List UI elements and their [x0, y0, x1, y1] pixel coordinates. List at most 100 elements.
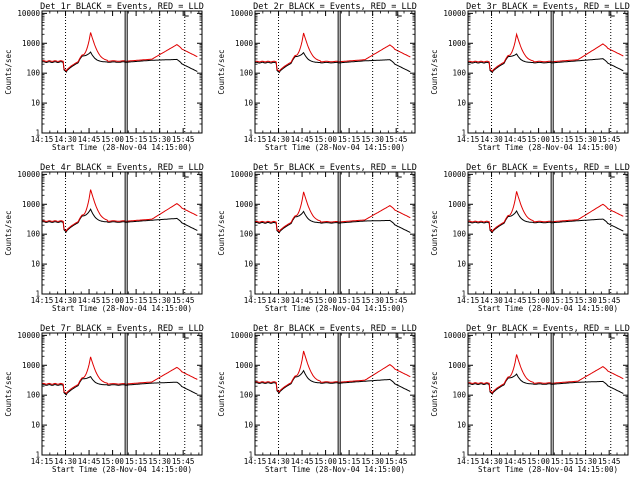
- legend-bracket: [397, 173, 402, 178]
- x-tick-label: 15:00: [101, 135, 124, 144]
- x-tick-label: 15:30: [361, 457, 384, 466]
- panel-plot-area: [468, 354, 624, 395]
- x-tick-label: 15:00: [101, 296, 124, 305]
- y-tick-label: 100: [239, 69, 253, 78]
- events-series-line: [42, 208, 198, 233]
- chart-panel-8: Det 8r BLACK = Events, RED = LLD 1 10 100 10…: [217, 324, 417, 474]
- x-tick-label: 14:45: [291, 457, 314, 466]
- x-tick-label: 14:45: [78, 457, 101, 466]
- panel-frame: [254, 332, 416, 456]
- y-tick-label: 1: [248, 129, 253, 138]
- x-tick-label: 15:30: [148, 457, 171, 466]
- panel-frame: [41, 171, 203, 295]
- panel-plot-area: [42, 189, 198, 233]
- x-tick-label: 14:30: [267, 296, 290, 305]
- lld-series-line: [42, 32, 198, 72]
- y-tick-label: 10000: [17, 331, 40, 340]
- x-tick-label: 15:00: [101, 457, 124, 466]
- x-tick-label: 14:45: [78, 296, 101, 305]
- panel-plot-area: [255, 191, 411, 234]
- y-tick-label: 10000: [17, 170, 40, 179]
- y-tick-label: 1000: [448, 361, 467, 370]
- events-series-line: [468, 210, 624, 234]
- y-tick-label: 10000: [17, 9, 40, 18]
- x-axis-label: Start Time (28-Nov-04 14:15:00): [52, 143, 192, 152]
- y-axis-label: Counts/sec: [217, 371, 226, 416]
- panel-plot-area: [42, 32, 198, 73]
- panel-title: Det 9r BLACK = Events, RED = LLD: [466, 324, 630, 334]
- y-tick-label: 100: [239, 391, 253, 400]
- x-axis-label: Start Time (28-Nov-04 14:15:00): [265, 465, 405, 474]
- legend-bracket: [184, 173, 189, 178]
- lld-series-line: [255, 32, 411, 73]
- y-tick-label: 100: [26, 230, 40, 239]
- panel-frame: [467, 10, 629, 134]
- events-series-line: [468, 53, 624, 74]
- x-tick-label: 15:30: [361, 135, 384, 144]
- events-series-line: [42, 51, 198, 73]
- x-tick-label: 14:15: [457, 457, 480, 466]
- y-tick-label: 1: [461, 129, 466, 138]
- y-tick-label: 1000: [235, 361, 254, 370]
- lld-series-line: [255, 350, 411, 393]
- x-tick-label: 15:15: [125, 296, 148, 305]
- y-axis-label: Counts/sec: [430, 210, 439, 255]
- x-tick-label: 15:00: [314, 135, 337, 144]
- x-tick-label: 15:30: [361, 296, 384, 305]
- x-tick-label: 15:15: [551, 296, 574, 305]
- y-tick-label: 100: [239, 230, 253, 239]
- y-axis-label: Counts/sec: [430, 49, 439, 94]
- y-tick-label: 10000: [443, 331, 466, 340]
- panel-frame: [254, 10, 416, 134]
- y-tick-label: 10: [31, 260, 41, 269]
- legend-bracket: [184, 12, 189, 17]
- panel-title: Det 5r BLACK = Events, RED = LLD: [253, 163, 417, 173]
- y-axis-label: Counts/sec: [217, 210, 226, 255]
- x-tick-label: 15:00: [314, 457, 337, 466]
- x-tick-label: 14:45: [504, 457, 527, 466]
- legend-bracket: [397, 334, 402, 339]
- panel-title: Det 2r BLACK = Events, RED = LLD: [253, 2, 417, 12]
- chart-panel-3: Det 3r BLACK = Events, RED = LLD 1 10 100 10…: [430, 2, 630, 152]
- x-tick-label: 15:00: [527, 296, 550, 305]
- y-tick-label: 100: [452, 69, 466, 78]
- panel-plot-area: [468, 191, 624, 234]
- legend-bracket: [610, 173, 615, 178]
- events-series-line: [468, 373, 624, 395]
- x-tick-label: 15:45: [172, 457, 195, 466]
- events-series-line: [255, 210, 411, 234]
- x-axis-label: Start Time (28-Nov-04 14:15:00): [265, 304, 405, 313]
- y-axis-label: Counts/sec: [430, 371, 439, 416]
- x-tick-label: 15:45: [598, 296, 621, 305]
- y-tick-label: 10000: [230, 331, 253, 340]
- y-tick-label: 10: [31, 99, 41, 108]
- x-tick-label: 14:30: [54, 457, 77, 466]
- x-tick-label: 15:30: [148, 135, 171, 144]
- lld-series-line: [42, 356, 198, 395]
- x-tick-label: 15:15: [338, 457, 361, 466]
- x-tick-label: 14:15: [31, 296, 54, 305]
- x-tick-label: 14:15: [457, 296, 480, 305]
- x-tick-label: 14:45: [504, 296, 527, 305]
- panel-title: Det 8r BLACK = Events, RED = LLD: [253, 324, 417, 334]
- x-tick-label: 14:15: [244, 457, 267, 466]
- panel-plot-area: [255, 350, 411, 394]
- chart-panel-1: Det 1r BLACK = Events, RED = LLD 1 10 100 10…: [4, 2, 204, 152]
- x-tick-label: 15:30: [574, 135, 597, 144]
- panel-title: Det 4r BLACK = Events, RED = LLD: [40, 163, 204, 173]
- legend-bracket: [610, 12, 615, 17]
- y-tick-label: 10: [244, 99, 254, 108]
- y-tick-label: 1: [248, 451, 253, 460]
- y-tick-label: 100: [26, 391, 40, 400]
- x-tick-label: 14:15: [31, 135, 54, 144]
- x-tick-label: 15:00: [527, 135, 550, 144]
- y-tick-label: 1: [35, 451, 40, 460]
- x-axis-label: Start Time (28-Nov-04 14:15:00): [478, 143, 618, 152]
- y-axis-label: Counts/sec: [4, 371, 13, 416]
- y-tick-label: 1000: [235, 39, 254, 48]
- lld-series-line: [468, 32, 624, 73]
- y-tick-label: 1000: [448, 39, 467, 48]
- x-tick-label: 15:45: [385, 135, 408, 144]
